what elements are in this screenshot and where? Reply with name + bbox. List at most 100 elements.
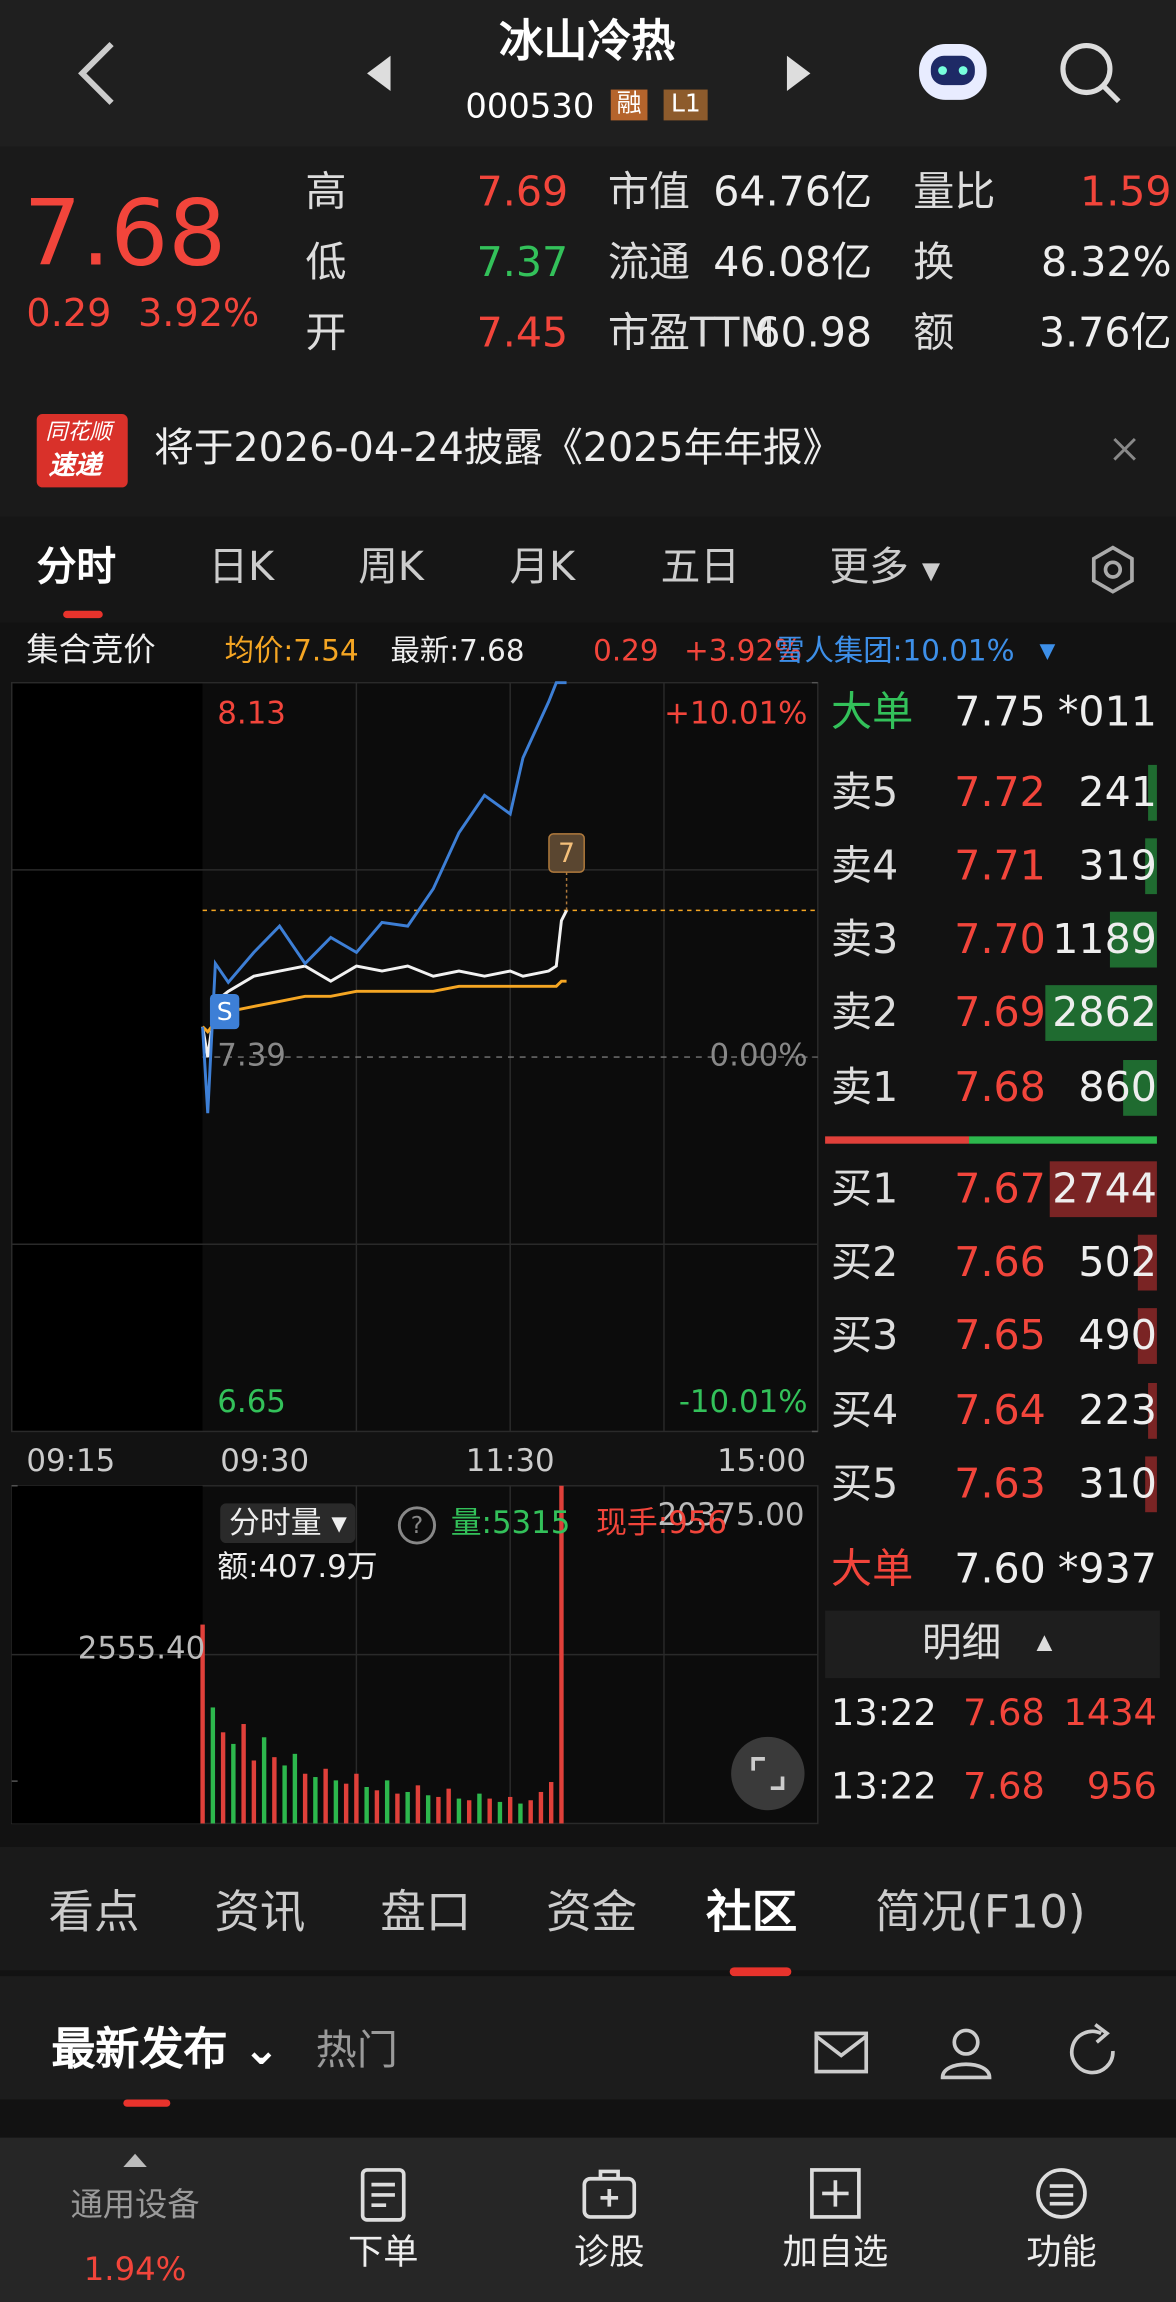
book-label: 买4 bbox=[830, 1385, 899, 1435]
period-tab[interactable]: 周K bbox=[358, 544, 424, 591]
nav-label[interactable]: 下单 bbox=[347, 2231, 419, 2273]
info-tab[interactable]: 资金 bbox=[546, 1886, 638, 1940]
book-label: 卖4 bbox=[830, 841, 899, 890]
detail-header[interactable] bbox=[825, 1610, 1160, 1679]
expand-arrow[interactable] bbox=[120, 2151, 149, 2169]
volume-bar bbox=[261, 1737, 267, 1824]
period-tab[interactable]: 月K bbox=[509, 544, 576, 591]
stat-label: 流通 bbox=[607, 237, 691, 287]
feed-icons bbox=[814, 2023, 1115, 2080]
sector-name[interactable]: 通用设备 bbox=[70, 2187, 200, 2225]
volume-title[interactable]: 分时量 ▾ bbox=[220, 1503, 356, 1544]
book-label: 卖1 bbox=[830, 1062, 899, 1112]
marker: S bbox=[209, 993, 240, 1030]
volume-bar bbox=[1049, 1161, 1157, 1218]
info-tab[interactable]: 看点 bbox=[48, 1886, 140, 1940]
book-volume: 2744 bbox=[1052, 1164, 1157, 1213]
info-item: 均价:7.54 bbox=[224, 632, 359, 669]
volume-bar bbox=[313, 1777, 318, 1824]
trade-price: 7.68 bbox=[963, 1691, 1045, 1734]
notice-text: 将于2026-04-24披露《2025年年报》 bbox=[154, 425, 843, 472]
refresh-icon[interactable] bbox=[1069, 2023, 1115, 2075]
y2-tick-label: 0.00% bbox=[710, 1038, 808, 1074]
volume-bar bbox=[343, 1783, 349, 1824]
x-tick-label: 15:00 bbox=[717, 1443, 806, 1479]
volume-bar bbox=[354, 1773, 359, 1824]
nav-label[interactable]: 功能 bbox=[1026, 2231, 1097, 2273]
stock-code: 000530 bbox=[465, 88, 595, 127]
series-line bbox=[201, 909, 568, 1058]
period-tab[interactable]: 更多 bbox=[829, 544, 909, 591]
last-price: 7.68 bbox=[23, 179, 227, 287]
info-tabs-bg bbox=[0, 1846, 1176, 1971]
stat-value: 8.32% bbox=[1040, 237, 1172, 287]
volume-bar bbox=[323, 1768, 328, 1824]
book-price: 7.72 bbox=[954, 767, 1046, 817]
period-tab[interactable]: 五日 bbox=[660, 544, 740, 591]
close-notice[interactable] bbox=[1110, 435, 1139, 464]
help-icon[interactable]: ? bbox=[397, 1506, 437, 1545]
prev-stock[interactable] bbox=[367, 55, 391, 92]
detail-title: 明细 bbox=[922, 1620, 1002, 1667]
volume-bar bbox=[364, 1786, 369, 1824]
series-line bbox=[201, 681, 567, 1114]
stat-value: 46.08亿 bbox=[713, 237, 873, 287]
nav-icon[interactable] bbox=[806, 2167, 865, 2226]
trade-price: 7.68 bbox=[963, 1764, 1045, 1808]
nav-label[interactable]: 诊股 bbox=[574, 2231, 645, 2273]
book-volume: *937 bbox=[1057, 1544, 1157, 1593]
book-price: 7.68 bbox=[954, 1062, 1046, 1112]
volume-bar bbox=[405, 1791, 410, 1824]
next-stock[interactable] bbox=[786, 55, 811, 92]
book-price: 7.65 bbox=[954, 1311, 1046, 1360]
stock-name: 冰山冷热 bbox=[499, 16, 676, 68]
nav-icon[interactable] bbox=[1032, 2167, 1091, 2226]
header-icons bbox=[78, 41, 1121, 105]
nav-icon[interactable] bbox=[354, 2167, 413, 2226]
chart-settings[interactable] bbox=[1086, 543, 1139, 596]
book-price: 7.63 bbox=[954, 1459, 1046, 1508]
period-tab[interactable]: 分时 bbox=[36, 544, 116, 591]
volume-bar bbox=[1148, 1383, 1157, 1439]
back-button[interactable] bbox=[78, 41, 114, 105]
nav-icon[interactable] bbox=[580, 2167, 639, 2226]
info-tab[interactable]: 社区 bbox=[706, 1886, 798, 1940]
assistant-icon[interactable] bbox=[919, 44, 987, 100]
info-tab[interactable]: 简况(F10) bbox=[875, 1886, 1086, 1940]
book-volume: 319 bbox=[1078, 841, 1157, 890]
volume-bar bbox=[548, 1782, 554, 1824]
x-tick-label: 11:30 bbox=[466, 1443, 555, 1479]
period-tab[interactable]: 日K bbox=[208, 544, 275, 591]
tag: L1 bbox=[663, 89, 709, 121]
user-icon[interactable] bbox=[940, 2028, 992, 2080]
volume-bar bbox=[1045, 985, 1157, 1041]
volume-bar bbox=[497, 1801, 503, 1824]
volume-bar bbox=[210, 1707, 216, 1824]
overlay-dropdown[interactable]: ▼ bbox=[1039, 640, 1056, 664]
quote-bg bbox=[0, 146, 1176, 517]
volume-stat: 现手:956 bbox=[596, 1504, 727, 1541]
trade-time: 13:22 bbox=[830, 1691, 937, 1734]
volume-bar bbox=[507, 1796, 513, 1824]
book-price: 7.64 bbox=[954, 1385, 1046, 1435]
expand-button[interactable] bbox=[730, 1735, 806, 1811]
volume-bar bbox=[272, 1757, 277, 1824]
feed-tab-active[interactable]: 最新发布 ⌄ bbox=[51, 2024, 280, 2076]
search-button[interactable] bbox=[1060, 42, 1121, 104]
book-volume: 860 bbox=[1078, 1062, 1157, 1112]
chart: 6.65 7.39 8.13 -10.01% 0.00% +10.01% 09:15 09:3… bbox=[11, 681, 819, 1825]
info-tab[interactable]: 盘口 bbox=[380, 1886, 472, 1940]
volume-bar bbox=[477, 1793, 482, 1824]
nav-label[interactable]: 加自选 bbox=[782, 2231, 889, 2273]
feed-tab[interactable]: 热门 bbox=[315, 2026, 398, 2075]
volume-bar bbox=[425, 1795, 431, 1824]
volume-bar bbox=[1144, 838, 1157, 895]
y-tick-label: 2555.40 bbox=[78, 1631, 205, 1667]
brand-text: 同花顺 bbox=[45, 418, 112, 445]
info-tab[interactable]: 资讯 bbox=[214, 1886, 306, 1940]
volume-bar bbox=[200, 1624, 205, 1824]
message-icon[interactable] bbox=[814, 2031, 869, 2074]
book-volume: *011 bbox=[1057, 687, 1157, 736]
volume-bar bbox=[436, 1796, 441, 1824]
book-label: 买5 bbox=[830, 1459, 899, 1508]
